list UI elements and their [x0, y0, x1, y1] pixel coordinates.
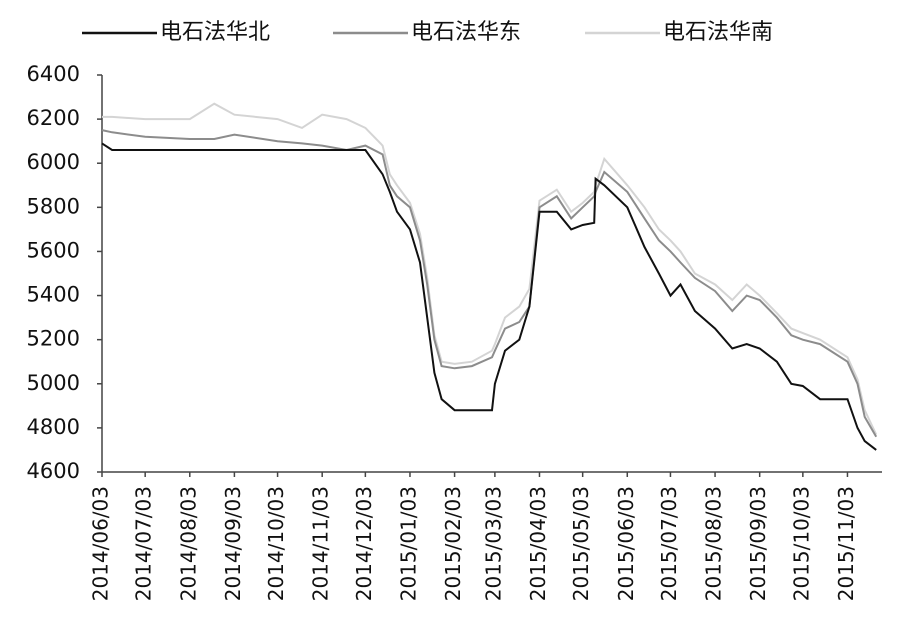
legend-label: 电石法华北: [160, 20, 270, 45]
line-series: [102, 102, 878, 435]
x-tick-label: 2015/05/03: [569, 486, 593, 601]
x-tick-label: 2015/02/03: [441, 486, 465, 601]
x-tick-label: 2014/09/03: [221, 486, 245, 601]
y-tick-label: 5600: [27, 238, 80, 262]
x-tick-label: 2014/07/03: [132, 486, 156, 601]
x-tick-label: 2015/04/03: [526, 486, 550, 601]
x-tick-label: 2015/10/03: [789, 486, 813, 601]
y-tick-label: 6400: [27, 62, 80, 86]
x-tick-label: 2015/09/03: [746, 486, 770, 601]
y-tick-label: 4800: [27, 415, 80, 439]
x-tick-label: 2014/10/03: [264, 486, 288, 601]
y-tick-label: 6200: [27, 106, 80, 130]
line-series: [101, 142, 877, 451]
x-tick-label: 2014/06/03: [89, 486, 113, 601]
y-tick-label: 6000: [27, 150, 80, 174]
y-tick-label: 4600: [27, 459, 80, 483]
legend-label: 电石法华东: [411, 20, 521, 45]
x-tick-label: 2014/11/03: [309, 486, 333, 601]
x-tick-label: 2015/11/03: [834, 486, 858, 601]
x-tick-label: 2014/08/03: [176, 486, 200, 601]
y-tick-label: 5800: [27, 194, 80, 218]
y-tick-label: 5000: [27, 371, 80, 395]
y-tick-label: 5200: [27, 327, 80, 351]
x-tick-label: 2015/01/03: [396, 486, 420, 601]
y-tick-label: 5400: [27, 283, 80, 307]
x-tick-label: 2015/06/03: [614, 486, 638, 601]
x-tick-label: 2015/07/03: [657, 486, 681, 601]
legend-label: 电石法华南: [663, 20, 773, 45]
x-tick-label: 2014/12/03: [352, 486, 376, 601]
x-tick-label: 2015/03/03: [481, 486, 505, 601]
line-series: [101, 129, 878, 438]
x-tick-label: 2015/08/03: [702, 486, 726, 601]
